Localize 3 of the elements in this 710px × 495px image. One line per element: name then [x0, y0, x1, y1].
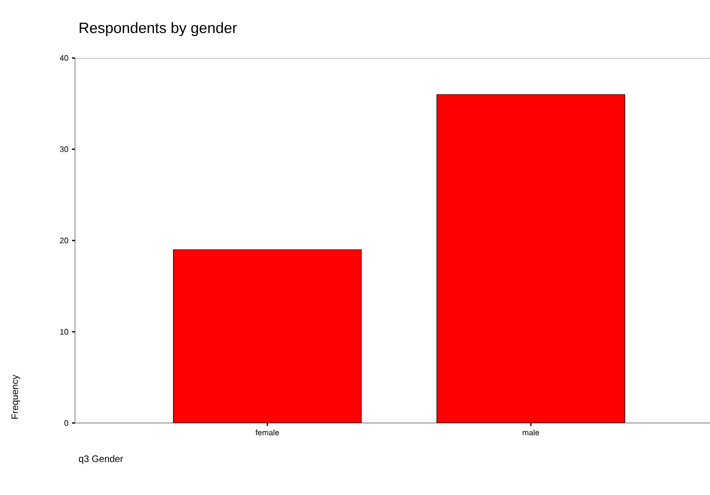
chart-title: Respondents by gender: [80, 22, 237, 36]
y-axis-title: Frequency: [11, 374, 20, 419]
x-axis-title: q3 Gender: [78, 455, 124, 464]
